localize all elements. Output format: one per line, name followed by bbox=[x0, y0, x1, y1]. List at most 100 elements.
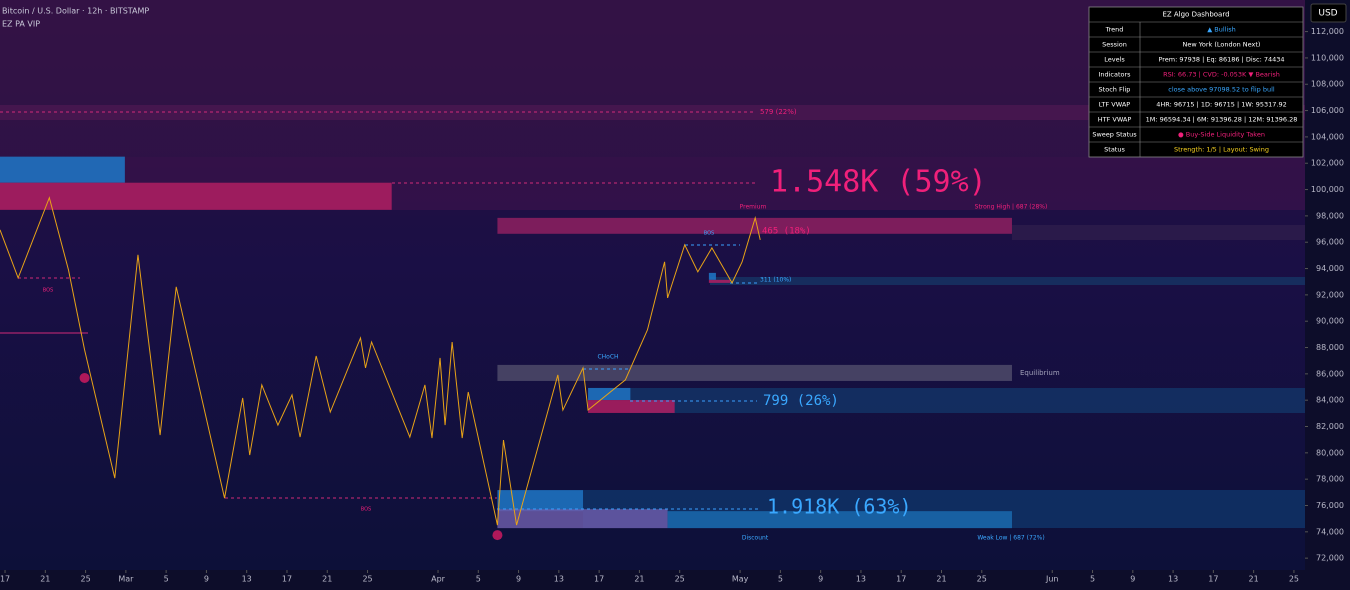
x-tick-label: 9 bbox=[818, 575, 823, 584]
y-tick-label: 84,000 bbox=[1316, 396, 1344, 405]
dashboard-value: close above 97098.52 to flip bull bbox=[1168, 86, 1275, 94]
y-axis-panel bbox=[1305, 0, 1350, 590]
x-tick-label: 13 bbox=[1168, 575, 1178, 584]
dashboard-value: ▲ Bullish bbox=[1207, 26, 1236, 34]
x-tick-label: Apr bbox=[431, 575, 446, 584]
x-tick-label: 17 bbox=[282, 575, 292, 584]
dashboard-label: Trend bbox=[1105, 26, 1124, 34]
x-tick-label: 13 bbox=[856, 575, 866, 584]
annotation: 1.548K (59%) bbox=[770, 165, 987, 200]
zone bbox=[0, 182, 392, 210]
dashboard-label: Levels bbox=[1104, 56, 1125, 64]
level-band bbox=[710, 277, 1305, 285]
annotation: BOS bbox=[361, 507, 371, 513]
x-tick-label: 21 bbox=[1249, 575, 1259, 584]
dashboard-label: Sweep Status bbox=[1092, 131, 1137, 139]
zone bbox=[0, 156, 125, 183]
zone bbox=[667, 511, 1012, 529]
x-tick-label: 13 bbox=[242, 575, 252, 584]
dashboard-label: Session bbox=[1102, 41, 1127, 49]
x-tick-label: 21 bbox=[936, 575, 946, 584]
y-tick-label: 80,000 bbox=[1316, 448, 1344, 457]
symbol-title: Bitcoin / U.S. Dollar · 12h · BITSTAMP bbox=[2, 7, 149, 16]
dashboard-label: Stoch Flip bbox=[1099, 86, 1131, 94]
x-tick-label: 9 bbox=[516, 575, 521, 584]
x-tick-label: 21 bbox=[322, 575, 332, 584]
level-band bbox=[630, 388, 1305, 413]
premium-band bbox=[0, 0, 1305, 157]
y-tick-label: 90,000 bbox=[1316, 317, 1344, 326]
dashboard-value: Prem: 97938 | Eq: 86186 | Disc: 74434 bbox=[1158, 56, 1284, 64]
dashboard-title: EZ Algo Dashboard bbox=[1162, 11, 1229, 19]
dashboard-label: LTF VWAP bbox=[1099, 101, 1130, 109]
x-tick-label: 21 bbox=[40, 575, 50, 584]
x-tick-label: 25 bbox=[977, 575, 987, 584]
x-tick-label: 9 bbox=[1130, 575, 1135, 584]
annotation: BOS bbox=[43, 288, 53, 294]
x-tick-label: 9 bbox=[204, 575, 209, 584]
x-tick-label: 5 bbox=[164, 575, 169, 584]
dashboard-label: Indicators bbox=[1098, 71, 1131, 79]
x-tick-label: 5 bbox=[476, 575, 481, 584]
dashboard-label: Status bbox=[1104, 146, 1125, 154]
annotation: Strong High | 687 (28%) bbox=[975, 204, 1048, 211]
x-tick-label: 5 bbox=[778, 575, 783, 584]
indicator-name: EZ PA VIP bbox=[2, 20, 40, 29]
y-tick-label: 78,000 bbox=[1316, 475, 1344, 484]
plot: 1.548K (59%) 799 (26%) 1.918K (63%) 465 (18… bbox=[0, 108, 1060, 542]
level-band bbox=[0, 105, 1305, 120]
dashboard: EZ Algo Dashboard Trend ▲ Bullish Session Ne… bbox=[1088, 6, 1304, 158]
dashboard-label: HTF VWAP bbox=[1098, 116, 1132, 124]
y-tick-label: 98,000 bbox=[1316, 211, 1344, 220]
y-tick-label: 110,000 bbox=[1311, 53, 1344, 62]
annotation: CHoCH bbox=[597, 354, 618, 361]
x-tick-label: 13 bbox=[554, 575, 564, 584]
zone bbox=[497, 509, 668, 529]
annotation: 311 (10%) bbox=[760, 277, 791, 284]
annotation: Discount bbox=[742, 535, 769, 542]
currency[interactable]: USD bbox=[1318, 9, 1337, 19]
zone bbox=[497, 364, 1012, 381]
dashboard-value: Strength: 1/5 | Layout: Swing bbox=[1174, 146, 1269, 154]
x-tick-label: 25 bbox=[675, 575, 685, 584]
zone bbox=[497, 490, 584, 512]
annotation: 579 (22%) bbox=[760, 108, 797, 116]
y-tick-label: 108,000 bbox=[1311, 80, 1344, 89]
x-tick-label: Jun bbox=[1045, 575, 1059, 584]
y-tick-label: 72,000 bbox=[1316, 554, 1344, 563]
x-tick-label: 25 bbox=[362, 575, 372, 584]
y-tick-label: 102,000 bbox=[1311, 159, 1344, 168]
x-axis-panel bbox=[0, 570, 1305, 590]
y-tick-label: 104,000 bbox=[1311, 132, 1344, 141]
pivot-marker bbox=[79, 372, 90, 383]
y-tick-label: 112,000 bbox=[1311, 27, 1344, 36]
currency-box[interactable] bbox=[1310, 3, 1347, 23]
annotation: Premium bbox=[740, 204, 767, 211]
levels bbox=[0, 111, 760, 510]
pivot-marker bbox=[492, 530, 503, 541]
annotation: 465 (18%) bbox=[762, 227, 811, 237]
y-tick-label: 86,000 bbox=[1316, 369, 1344, 378]
level-band bbox=[1012, 225, 1305, 240]
x-tick-label: Mar bbox=[118, 575, 134, 584]
annotation: 1.918K (63%) bbox=[767, 495, 912, 519]
zone bbox=[497, 217, 1012, 234]
dashboard-value: 4HR: 96715 | 1D: 96715 | 1W: 95317.92 bbox=[1156, 101, 1286, 109]
x-tick-label: 5 bbox=[1090, 575, 1095, 584]
x-tick-label: May bbox=[732, 575, 749, 584]
zone bbox=[708, 279, 731, 283]
y-tick-label: 96,000 bbox=[1316, 238, 1344, 247]
y-tick-label: 106,000 bbox=[1311, 106, 1344, 115]
y-tick-label: 94,000 bbox=[1316, 264, 1344, 273]
x-tick-label: 25 bbox=[80, 575, 90, 584]
annotation: BOS bbox=[704, 231, 714, 237]
y-tick-label: 76,000 bbox=[1316, 501, 1344, 510]
annotation: Weak Low | 687 (72%) bbox=[977, 535, 1044, 542]
dashboard-value: RSI: 66.73 | CVD: -0.053K ▼ Bearish bbox=[1163, 71, 1280, 79]
x-tick-label: 17 bbox=[896, 575, 906, 584]
x-tick-label: 17 bbox=[594, 575, 604, 584]
y-tick-label: 74,000 bbox=[1316, 527, 1344, 536]
y-tick-label: 88,000 bbox=[1316, 343, 1344, 352]
